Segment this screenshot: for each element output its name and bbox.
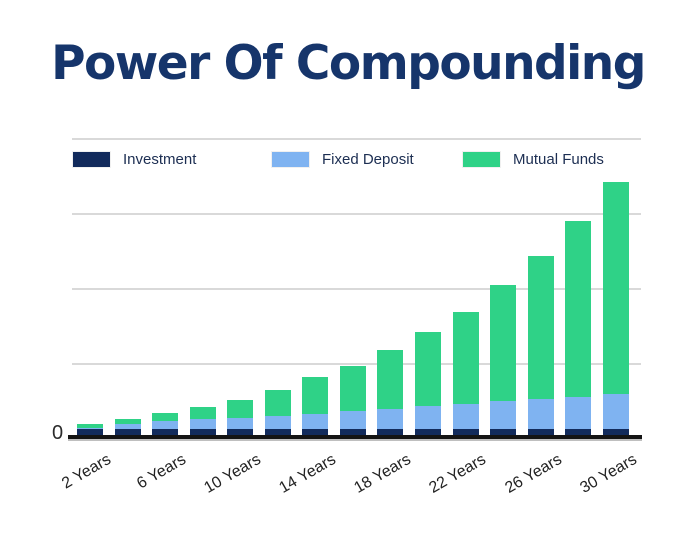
bar-16-years-investment [340,429,366,437]
bar-26-years-fixed-deposit [528,399,554,429]
bar-22-years-fixed-deposit [453,404,479,429]
bar-8-years-mutual-funds [190,407,216,419]
bar-6-years-investment [152,429,178,437]
bar-16-years-mutual-funds [340,366,366,411]
bar-4-years-fixed-deposit [115,424,141,429]
x-tick-14-years: 14 Years [276,451,339,497]
bar-4-years-investment [115,429,141,437]
bar-28-years-investment [565,429,591,437]
x-axis-baseline [68,435,642,439]
bar-14-years-mutual-funds [302,377,328,414]
bar-20-years-fixed-deposit [415,406,441,429]
chart-legend: Investment Fixed Deposit Mutual Funds [0,151,696,169]
bar-10-years-mutual-funds [227,400,253,418]
bar-22-years-mutual-funds [453,312,479,404]
mutual-funds-swatch-icon [463,152,500,167]
bar-6-years-fixed-deposit [152,421,178,429]
bar-18-years-investment [377,429,403,437]
gridline-y1 [72,363,641,365]
legend-item-mutual-funds: Mutual Funds [463,151,604,168]
x-tick-18-years: 18 Years [351,451,414,497]
legend-label-investment: Investment [123,151,197,168]
bar-30-years-investment [603,429,629,437]
legend-item-fixed-deposit: Fixed Deposit [272,151,414,168]
investment-swatch-icon [73,152,110,167]
bar-24-years-investment [490,429,516,437]
page-title: Power Of Compounding [51,36,646,91]
bar-26-years-mutual-funds [528,256,554,399]
bar-16-years-fixed-deposit [340,411,366,429]
bar-6-years-mutual-funds [152,413,178,421]
legend-label-fixed-deposit: Fixed Deposit [322,151,414,168]
bar-30-years-mutual-funds [603,182,629,394]
bar-28-years-mutual-funds [565,221,591,397]
fixed-deposit-swatch-icon [272,152,309,167]
x-tick-2-years: 2 Years [58,451,114,493]
bar-24-years-fixed-deposit [490,401,516,429]
x-tick-30-years: 30 Years [577,451,640,497]
bar-30-years-fixed-deposit [603,394,629,429]
bar-14-years-investment [302,429,328,437]
bar-10-years-investment [227,429,253,437]
x-tick-26-years: 26 Years [502,451,565,497]
bar-14-years-fixed-deposit [302,414,328,429]
y-axis-zero-label: 0 [52,422,64,444]
gridline-y3 [72,213,641,215]
bar-2-years-investment [77,429,103,437]
bar-2-years-fixed-deposit [77,428,103,429]
bar-20-years-investment [415,429,441,437]
bar-18-years-mutual-funds [377,350,403,409]
x-tick-6-years: 6 Years [133,451,189,493]
x-tick-22-years: 22 Years [426,451,489,497]
bar-12-years-investment [265,429,291,437]
gridline-y4 [72,138,641,140]
bar-10-years-fixed-deposit [227,418,253,429]
bar-20-years-mutual-funds [415,332,441,406]
bar-2-years-mutual-funds [77,424,103,428]
bar-24-years-mutual-funds [490,285,516,401]
bar-8-years-fixed-deposit [190,419,216,429]
x-tick-10-years: 10 Years [201,451,264,497]
bar-18-years-fixed-deposit [377,409,403,429]
legend-item-investment: Investment [73,151,196,168]
bar-26-years-investment [528,429,554,437]
bar-12-years-mutual-funds [265,390,291,416]
bar-12-years-fixed-deposit [265,416,291,429]
bar-8-years-investment [190,429,216,437]
bar-22-years-investment [453,429,479,437]
legend-label-mutual-funds: Mutual Funds [513,151,604,168]
bar-4-years-mutual-funds [115,419,141,424]
gridline-y2 [72,288,641,290]
bar-28-years-fixed-deposit [565,397,591,429]
